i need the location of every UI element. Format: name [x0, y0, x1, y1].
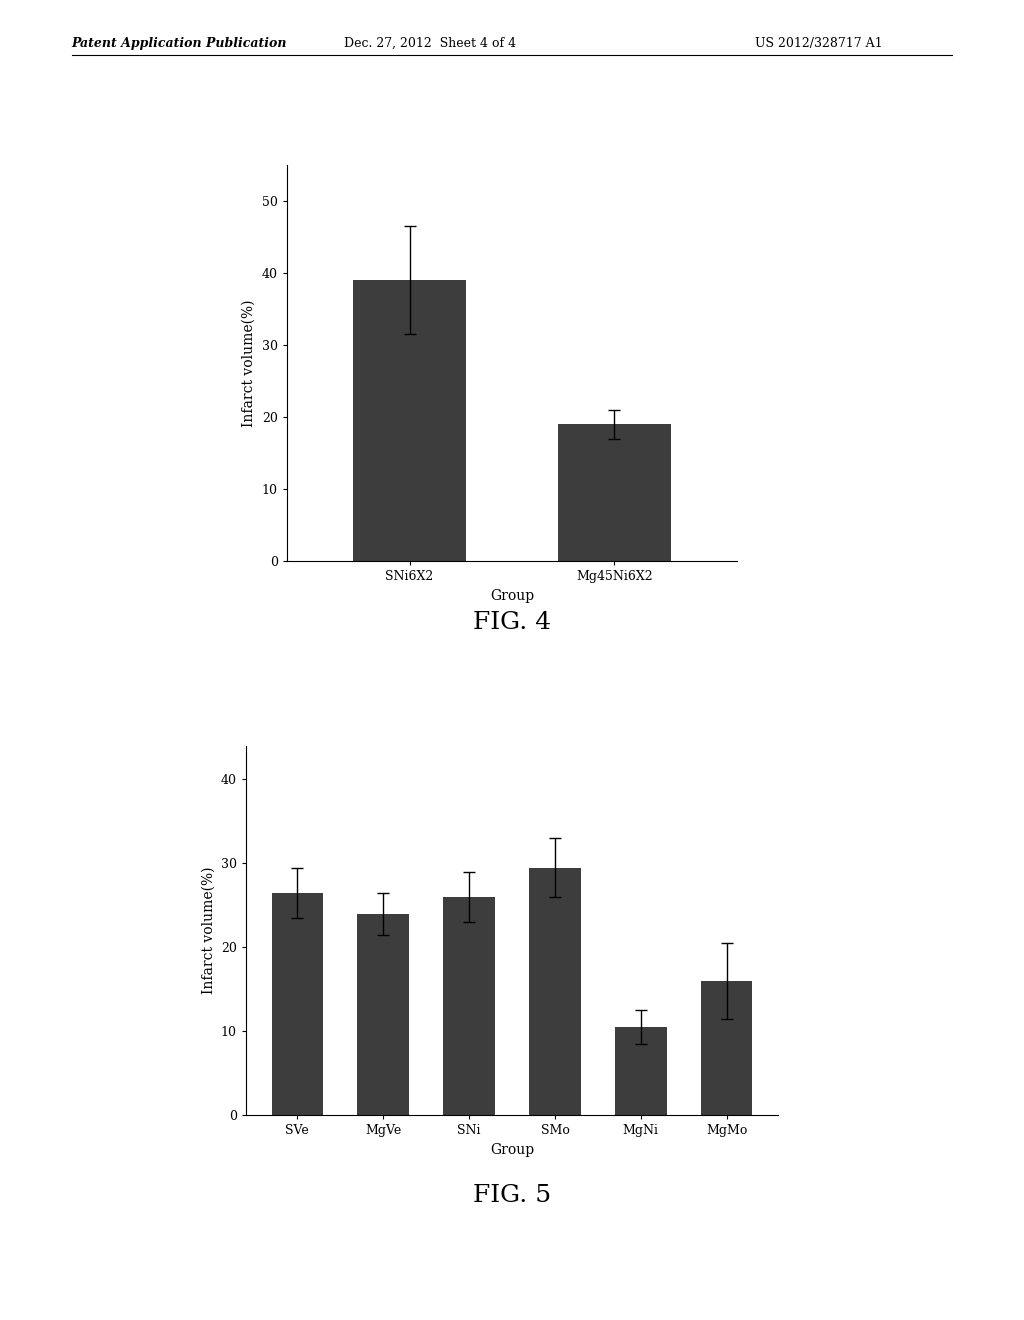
Text: US 2012/328717 A1: US 2012/328717 A1 [756, 37, 883, 50]
Bar [529, 867, 581, 1115]
X-axis label: Group: Group [489, 1143, 535, 1158]
Bar [443, 898, 495, 1115]
Y-axis label: Infarct volume(%): Infarct volume(%) [242, 300, 256, 426]
Bar [615, 1027, 667, 1115]
Bar [357, 913, 409, 1115]
Y-axis label: Infarct volume(%): Infarct volume(%) [201, 867, 215, 994]
X-axis label: Group: Group [489, 589, 535, 603]
Text: Patent Application Publication: Patent Application Publication [72, 37, 287, 50]
Text: Dec. 27, 2012  Sheet 4 of 4: Dec. 27, 2012 Sheet 4 of 4 [344, 37, 516, 50]
Bar [271, 892, 323, 1115]
Text: FIG. 5: FIG. 5 [473, 1184, 551, 1206]
Text: FIG. 4: FIG. 4 [473, 611, 551, 634]
Bar [701, 981, 753, 1115]
Bar [353, 280, 466, 561]
Bar [558, 424, 671, 561]
